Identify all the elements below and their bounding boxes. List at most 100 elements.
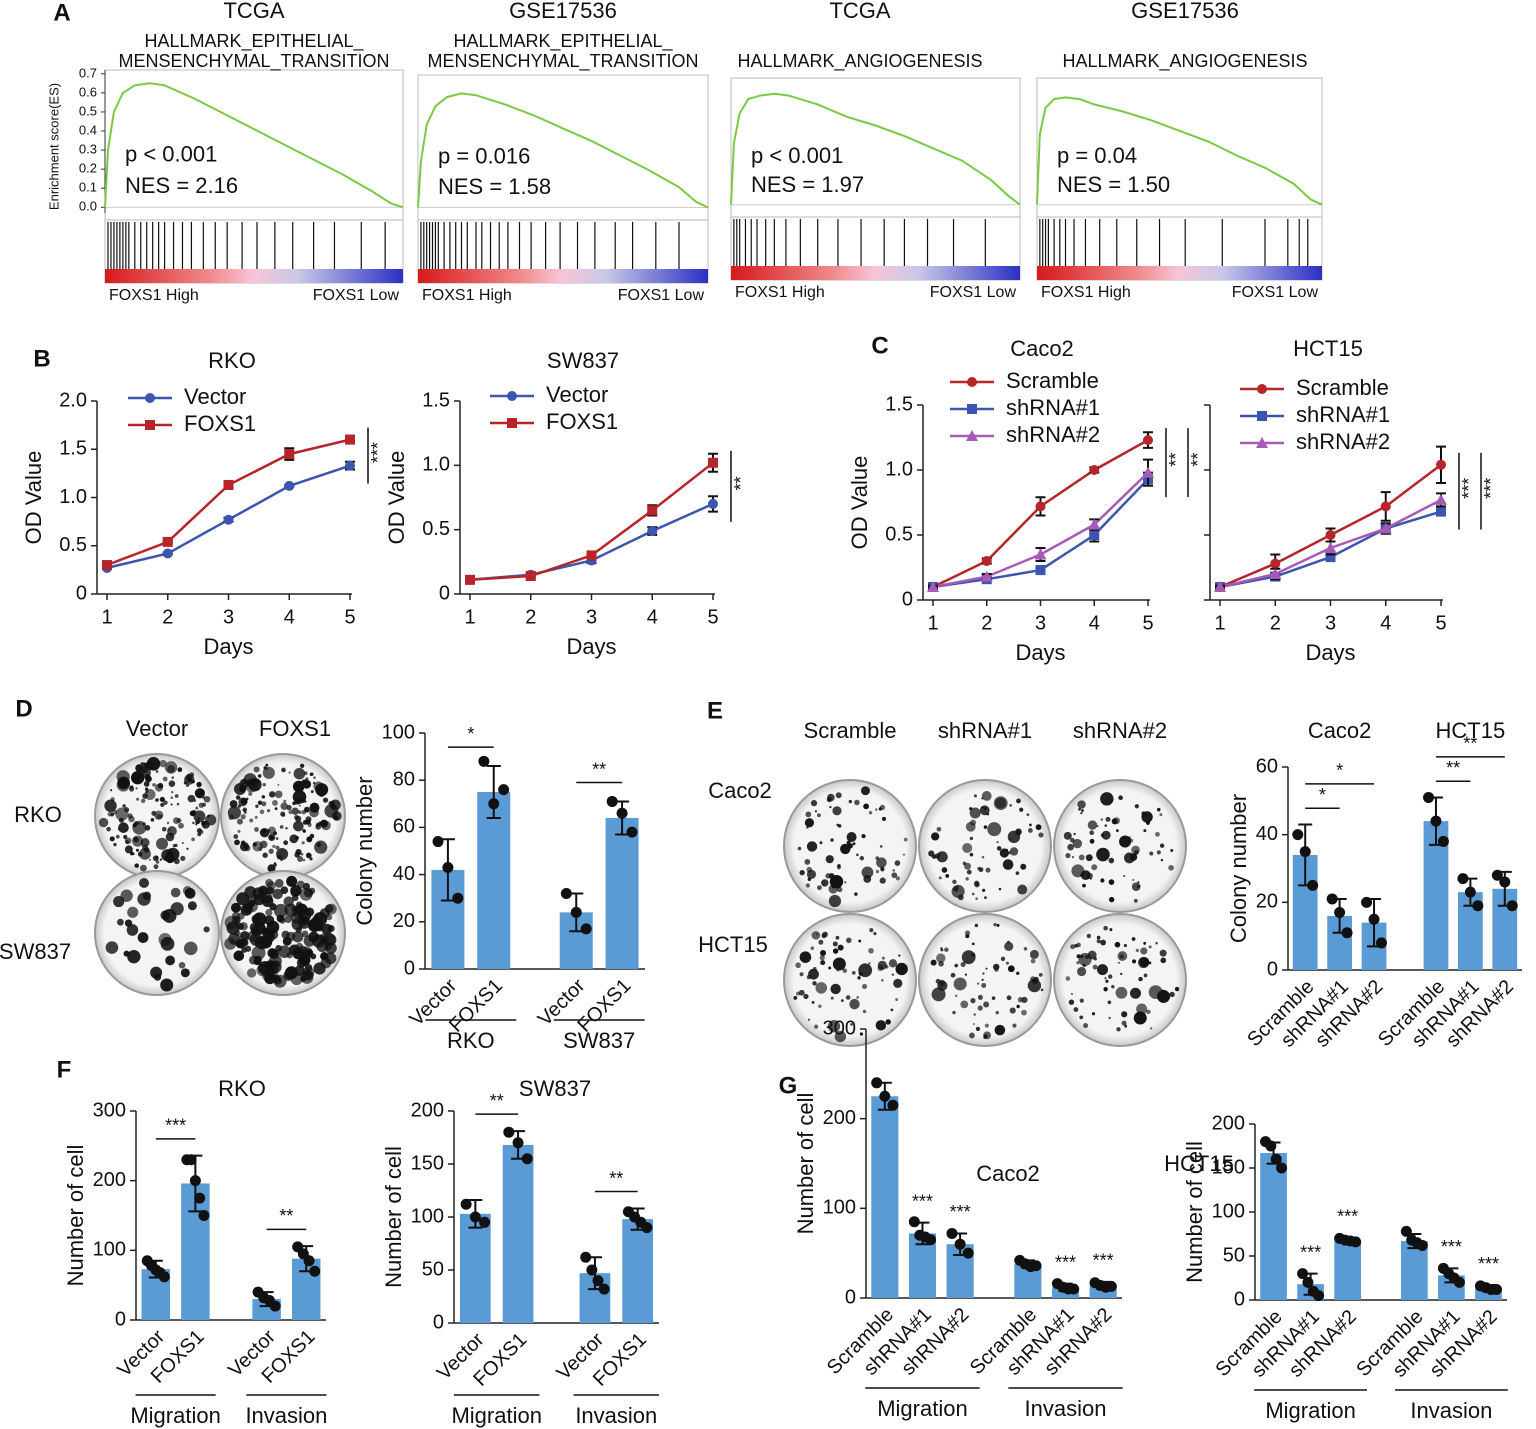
data-point <box>1302 1276 1314 1288</box>
x-tick-label: 2 <box>1270 612 1281 634</box>
colony <box>1119 835 1132 848</box>
colony <box>293 767 306 780</box>
colony <box>174 843 178 847</box>
colony <box>1148 985 1163 1000</box>
y-tick-label: 1.5 <box>422 389 450 411</box>
colony <box>934 853 941 859</box>
x-label: FOXS1 High <box>735 284 825 301</box>
data-point <box>1506 900 1518 912</box>
colony <box>814 1024 819 1029</box>
comparison-label: ** <box>279 1206 293 1226</box>
colony <box>328 801 334 806</box>
colony <box>819 841 823 845</box>
y-tick-label: 1.0 <box>885 458 913 480</box>
x-tick-label: 1 <box>464 606 475 628</box>
colony <box>965 821 976 832</box>
colony <box>280 858 284 862</box>
data-point <box>185 1154 197 1166</box>
chart-title: GSE17536 <box>1131 0 1239 23</box>
colony <box>289 944 300 956</box>
colony <box>316 823 319 826</box>
marker <box>647 525 658 536</box>
colony <box>231 915 241 925</box>
colony <box>944 947 949 952</box>
colony <box>1005 961 1009 965</box>
colony <box>1103 925 1108 931</box>
colony <box>155 860 160 864</box>
colony <box>273 863 277 867</box>
data-point <box>1341 927 1353 939</box>
y-tick-label: 100 <box>823 1197 856 1219</box>
colony <box>1136 884 1141 889</box>
colony <box>284 903 298 917</box>
colony <box>954 963 959 968</box>
colony <box>265 961 279 975</box>
colony <box>799 972 804 977</box>
data-point <box>460 1198 472 1210</box>
annotation: NES = 2.16 <box>125 173 238 198</box>
marker <box>647 505 658 516</box>
colony <box>155 770 159 773</box>
colony <box>1092 964 1098 970</box>
y-tick-label: 50 <box>1223 1244 1245 1266</box>
colony <box>806 841 818 852</box>
colony <box>885 965 889 969</box>
data-point <box>954 1238 966 1250</box>
colony <box>1148 945 1152 949</box>
colony <box>971 952 976 957</box>
colony <box>1138 976 1143 982</box>
colony <box>1133 1011 1147 1025</box>
bar <box>1260 1153 1287 1300</box>
colony <box>1121 1020 1127 1026</box>
colony <box>139 847 151 860</box>
colony <box>1017 996 1024 1003</box>
colony <box>834 1030 847 1043</box>
colony <box>294 852 300 858</box>
colony <box>258 935 269 947</box>
colony <box>274 878 284 888</box>
colony <box>1019 807 1024 812</box>
colony <box>861 983 868 990</box>
colony <box>233 950 245 962</box>
colony <box>134 863 140 868</box>
y-tick-label: 20 <box>1256 891 1278 913</box>
marker <box>1436 459 1446 470</box>
colony <box>298 804 301 807</box>
colony <box>956 885 959 888</box>
chart-subtitle: MENSENCHYMAL_TRANSITION <box>118 51 389 72</box>
colony <box>255 804 259 808</box>
colony <box>269 835 274 841</box>
colony <box>806 866 813 873</box>
colony <box>187 794 196 803</box>
colony <box>320 952 329 961</box>
colony <box>276 848 289 861</box>
colony <box>309 772 314 777</box>
data-point <box>1313 1290 1325 1302</box>
colony <box>1169 991 1175 998</box>
colony <box>123 834 128 840</box>
data-point <box>478 755 490 767</box>
colony <box>275 837 279 840</box>
colony <box>160 802 165 807</box>
colony <box>233 834 239 839</box>
colony <box>820 960 826 966</box>
colony <box>1040 988 1044 992</box>
colony <box>153 864 159 870</box>
colony <box>969 852 974 857</box>
colony <box>171 776 175 779</box>
chart-title: GSE17536 <box>509 0 617 23</box>
colony <box>124 845 133 854</box>
colony <box>1016 798 1021 804</box>
colony <box>954 994 958 998</box>
y-tick-label: 0 <box>433 1311 444 1333</box>
colony <box>857 976 861 980</box>
colony <box>240 814 246 820</box>
marker <box>1142 466 1154 478</box>
colony <box>1021 1009 1027 1016</box>
colony <box>1134 804 1139 809</box>
colony <box>1121 1011 1128 1018</box>
colony <box>961 950 976 965</box>
y-tick-label: 0.5 <box>79 103 97 118</box>
marker <box>345 434 355 445</box>
colony <box>1139 957 1150 968</box>
